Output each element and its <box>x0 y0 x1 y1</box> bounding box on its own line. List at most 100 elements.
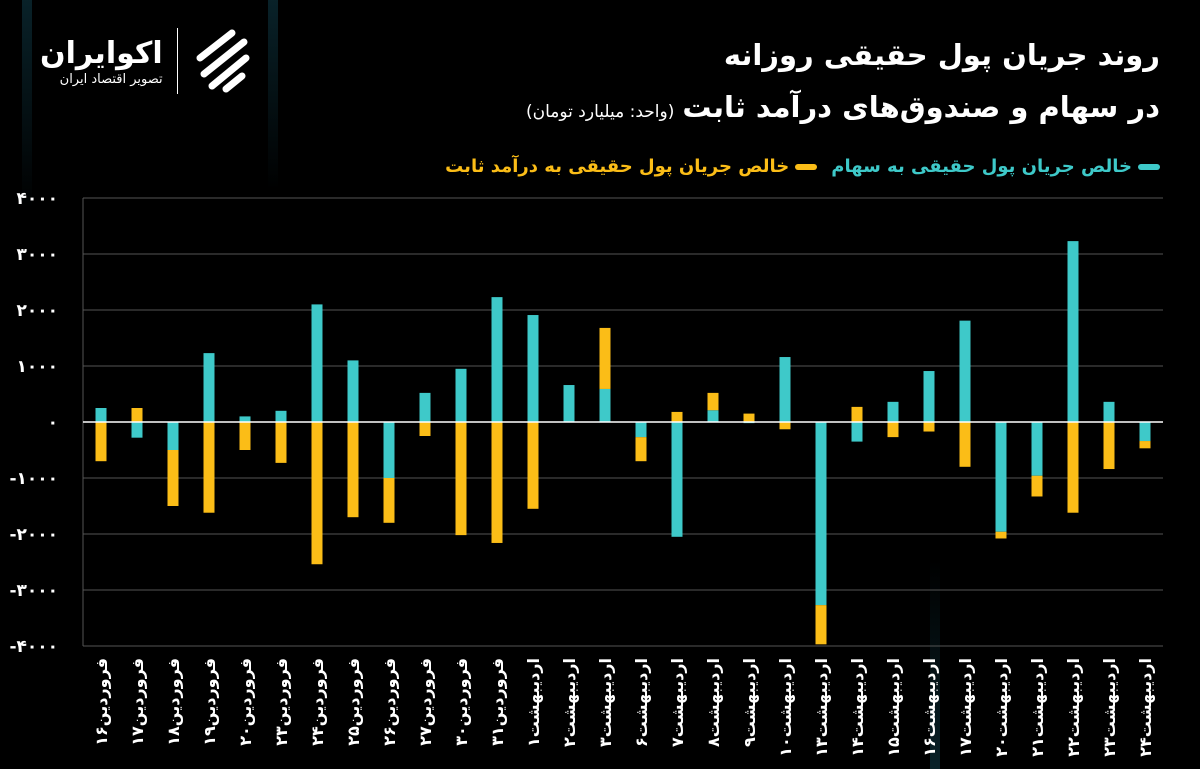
bar-stocks <box>851 422 863 442</box>
bar-stocks <box>1031 422 1043 476</box>
legend-swatch-stocks <box>1138 163 1160 170</box>
x-tick-label: اردیبهشت۱۷ <box>956 658 975 757</box>
x-tick-label: فروردین۲۳ <box>272 658 291 746</box>
bar-fixed-income <box>1067 422 1079 513</box>
bar-stocks <box>635 422 647 438</box>
y-tick-label: ۴۰۰۰ <box>16 189 58 209</box>
x-tick-label: اردیبهشت۱ <box>524 658 543 747</box>
bar-stocks <box>995 422 1007 532</box>
bar-fixed-income <box>887 422 899 438</box>
x-tick-label: اردیبهشت۱۵ <box>884 658 903 757</box>
x-tick-label: اردیبهشت۷ <box>668 658 687 747</box>
x-tick-label: اردیبهشت۹ <box>740 658 759 747</box>
brand-name: اکوایران <box>40 35 163 71</box>
y-tick-label: ۳۰۰۰ <box>16 245 58 265</box>
y-tick-label: ۱۰۰۰ <box>16 357 58 377</box>
legend-swatch-fixed-income <box>795 163 818 170</box>
bar-fixed-income <box>851 406 863 422</box>
brand-logo: اکوایران تصویر اقتصاد ایران <box>40 28 254 94</box>
brand-text: اکوایران تصویر اقتصاد ایران <box>40 36 163 87</box>
bar-stocks <box>887 401 899 422</box>
bar-fixed-income <box>1031 475 1043 497</box>
x-tick-label: فروردین۲۷ <box>416 658 435 746</box>
x-tick-label: اردیبهشت۱۳ <box>812 658 831 757</box>
legend-item-stocks: خالص جریان پول حقیقی به سهام <box>831 156 1160 177</box>
bar-stocks <box>239 416 251 422</box>
bar-fixed-income <box>311 422 323 565</box>
bar-stocks <box>959 320 971 422</box>
unit-label: (واحد: میلیارد تومان) <box>525 102 675 122</box>
bar-stocks <box>95 408 107 422</box>
y-tick-label: -۳۰۰۰ <box>9 581 58 601</box>
bar-fixed-income <box>959 422 971 467</box>
x-tick-label: اردیبهشت۸ <box>704 658 723 747</box>
bar-stocks <box>347 360 359 422</box>
bar-stocks <box>275 410 287 422</box>
legend-label-stocks: خالص جریان پول حقیقی به سهام <box>831 156 1132 177</box>
bar-stocks <box>815 422 827 606</box>
striped-shield-logo-icon <box>196 29 250 93</box>
bar-stocks <box>1103 401 1115 422</box>
bar-fixed-income <box>239 422 251 450</box>
bar-fixed-income <box>167 450 179 506</box>
legend-label-fixed-income: خالص جریان پول حقیقی به درآمد ثابت <box>445 156 790 177</box>
brand-tagline: تصویر اقتصاد ایران <box>59 71 163 87</box>
bar-stocks <box>167 422 179 450</box>
bar-stocks <box>527 315 539 422</box>
bar-fixed-income <box>671 411 683 422</box>
bar-stocks <box>563 385 575 422</box>
x-tick-label: فروردین۲۰ <box>236 658 255 746</box>
y-tick-label: -۲۰۰۰ <box>9 525 58 545</box>
title-line2-text: در سهام و صندوق‌های درآمد ثابت <box>682 90 1160 124</box>
bar-fixed-income <box>1103 422 1115 470</box>
x-tick-label: اردیبهشت۱۰ <box>776 658 795 757</box>
chart-title-line1: روند جریان پول حقیقی روزانه <box>723 38 1160 72</box>
bar-fixed-income <box>923 422 935 432</box>
x-tick-label: اردیبهشت۲ <box>560 658 579 747</box>
legend: خالص جریان پول حقیقی به سهام خالص جریان … <box>445 156 1160 177</box>
x-tick-label: فروردین۱۸ <box>164 658 183 746</box>
bar-fixed-income <box>383 478 395 523</box>
legend-item-fixed-income: خالص جریان پول حقیقی به درآمد ثابت <box>445 156 818 177</box>
y-tick-label: -۴۰۰۰ <box>9 637 58 657</box>
bar-fixed-income <box>491 422 503 543</box>
x-tick-label: اردیبهشت۲۴ <box>1136 658 1155 757</box>
x-tick-label: فروردین۳۰ <box>452 658 471 746</box>
x-tick-label: فروردین۱۷ <box>128 658 147 746</box>
x-tick-label: فروردین۳۱ <box>488 658 507 746</box>
decor-bar <box>930 560 940 769</box>
bar-stocks <box>131 422 143 438</box>
bar-stocks <box>1067 241 1079 422</box>
bar-fixed-income <box>347 422 359 518</box>
x-tick-label: اردیبهشت۱۶ <box>920 658 939 757</box>
bar-fixed-income <box>275 422 287 463</box>
bar-stocks <box>923 371 935 422</box>
decor-bar <box>268 0 278 190</box>
y-tick-label: -۱۰۰۰ <box>9 469 58 489</box>
x-tick-label: فروردین۱۹ <box>200 658 219 746</box>
bar-stocks <box>707 410 719 422</box>
y-tick-label: ۰ <box>48 413 58 433</box>
bar-stocks <box>203 353 215 422</box>
bar-fixed-income <box>455 422 467 536</box>
x-tick-label: فروردین۲۵ <box>344 658 363 746</box>
bar-fixed-income <box>743 413 755 422</box>
bar-fixed-income <box>779 422 791 430</box>
x-tick-label: اردیبهشت۲۰ <box>992 658 1011 757</box>
bar-fixed-income <box>203 422 215 513</box>
x-tick-label: اردیبهشت۶ <box>632 658 651 747</box>
y-tick-label: ۲۰۰۰ <box>16 301 58 321</box>
x-tick-label: اردیبهشت۱۴ <box>848 658 867 757</box>
x-tick-label: فروردین۲۴ <box>308 658 327 746</box>
bar-stocks <box>1139 422 1151 442</box>
logo-divider <box>176 28 178 94</box>
x-tick-label: اردیبهشت۲۳ <box>1100 658 1119 757</box>
bar-stocks <box>383 422 395 478</box>
bar-stocks <box>455 368 467 422</box>
x-tick-label: فروردین۱۶ <box>92 658 111 746</box>
bar-fixed-income <box>419 422 431 436</box>
bar-stocks <box>491 297 503 422</box>
bar-stocks <box>599 388 611 422</box>
bar-fixed-income <box>131 408 143 422</box>
x-tick-label: فروردین۲۶ <box>380 658 399 746</box>
